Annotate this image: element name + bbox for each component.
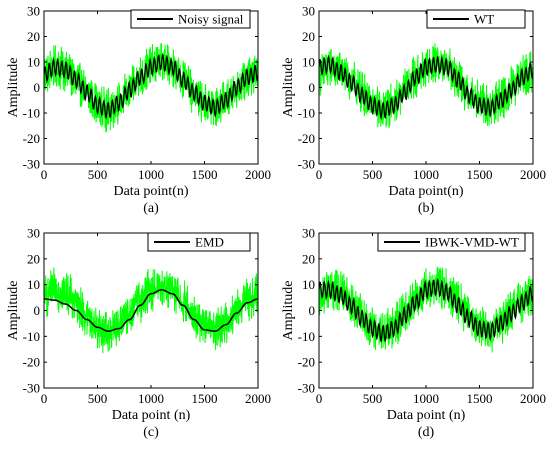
- y-tick-label: 30: [302, 4, 315, 19]
- x-tick-label: 1500: [192, 167, 218, 182]
- y-tick-label: -10: [23, 106, 40, 121]
- panel-caption: (b): [418, 201, 435, 216]
- x-tick-label: 1500: [192, 391, 218, 406]
- y-tick-label: -10: [298, 329, 315, 344]
- y-tick-label: 30: [27, 4, 40, 19]
- y-tick-label: 20: [302, 251, 315, 266]
- x-tick-label: 1500: [467, 391, 493, 406]
- x-tick-label: 0: [316, 391, 323, 406]
- y-tick-label: -30: [23, 157, 40, 172]
- y-tick-label: -30: [298, 157, 315, 172]
- plot-area: [319, 266, 533, 353]
- y-tick-label: 0: [34, 80, 41, 95]
- plot-area: [44, 267, 258, 354]
- legend-label: WT: [474, 12, 494, 27]
- y-tick-label: 10: [27, 277, 40, 292]
- x-tick-label: 0: [41, 391, 48, 406]
- x-tick-label: 500: [363, 167, 383, 182]
- y-tick-label: 0: [309, 80, 316, 95]
- plot-area: [319, 43, 533, 129]
- legend: IBWK-VMD-WT: [377, 232, 526, 252]
- y-tick-label: 0: [34, 303, 41, 318]
- x-tick-label: 0: [41, 167, 48, 182]
- y-tick-label: -20: [23, 355, 40, 370]
- legend-label: Noisy signal: [178, 12, 244, 27]
- denoised-signal-line: [319, 278, 533, 344]
- y-tick-label: -10: [298, 106, 315, 121]
- y-axis-label: Amplitude: [6, 58, 21, 118]
- y-axis-label: Amplitude: [281, 281, 296, 341]
- denoised-signal-line: [319, 54, 533, 120]
- denoised-signal-line: [44, 52, 258, 120]
- x-tick-label: 1500: [467, 167, 493, 182]
- legend-box: [130, 9, 251, 29]
- panel-caption: (c): [143, 425, 159, 440]
- x-axis-label: Data point (n): [387, 408, 466, 423]
- x-axis-label: Data point (n): [112, 408, 191, 423]
- y-tick-label: 20: [27, 251, 40, 266]
- y-tick-label: -20: [298, 131, 315, 146]
- y-tick-label: -20: [23, 131, 40, 146]
- chart-panel: -30 -20 -10 0 10 20 30 0 500 1000 1500 2000 Data poi…: [6, 226, 271, 441]
- x-tick-label: 1000: [413, 391, 439, 406]
- legend: WT: [426, 9, 526, 29]
- legend-box: [147, 232, 251, 252]
- y-tick-label: -30: [298, 381, 315, 396]
- y-tick-label: 30: [27, 226, 40, 241]
- x-axis-label: Data point(n): [113, 184, 188, 199]
- y-tick-label: 10: [27, 55, 40, 70]
- x-tick-label: 2000: [245, 391, 271, 406]
- legend-box: [377, 232, 526, 252]
- x-tick-label: 500: [88, 167, 108, 182]
- x-tick-label: 1000: [138, 391, 164, 406]
- x-tick-label: 500: [88, 391, 108, 406]
- y-tick-label: 20: [302, 29, 315, 44]
- panel-caption: (a): [143, 201, 159, 216]
- y-tick-label: 10: [302, 277, 315, 292]
- legend-box: [426, 9, 526, 29]
- y-tick-label: 0: [309, 303, 316, 318]
- y-tick-label: 30: [302, 226, 315, 241]
- noisy-signal-line: [319, 266, 533, 353]
- x-tick-label: 1000: [138, 167, 164, 182]
- x-tick-label: 500: [363, 391, 383, 406]
- panel-caption: (d): [418, 425, 435, 440]
- legend-label: IBWK-VMD-WT: [425, 235, 519, 250]
- x-tick-label: 1000: [413, 167, 439, 182]
- legend-label: EMD: [195, 235, 224, 250]
- y-tick-label: -30: [23, 381, 40, 396]
- y-axis-label: Amplitude: [6, 281, 21, 341]
- noisy-signal-line: [44, 267, 258, 354]
- legend: Noisy signal: [130, 9, 251, 29]
- y-tick-label: 10: [302, 55, 315, 70]
- denoised-signal-line: [44, 289, 258, 332]
- x-axis-label: Data point(n): [388, 184, 463, 199]
- x-tick-label: 2000: [520, 391, 546, 406]
- plot-area: [44, 43, 258, 133]
- y-tick-label: -20: [298, 355, 315, 370]
- y-axis-label: Amplitude: [281, 58, 296, 118]
- y-tick-label: 20: [27, 29, 40, 44]
- chart-panel: -30 -20 -10 0 10 20 30 0 500 1000 1500 2000 Data poi…: [6, 4, 271, 217]
- x-tick-label: 2000: [245, 167, 271, 182]
- legend: EMD: [147, 232, 251, 252]
- x-tick-label: 0: [316, 167, 323, 182]
- y-tick-label: -10: [23, 329, 40, 344]
- chart-panel: -30 -20 -10 0 10 20 30 0 500 1000 1500 2000 Data poi…: [281, 226, 546, 441]
- x-tick-label: 2000: [520, 167, 546, 182]
- chart-panel: -30 -20 -10 0 10 20 30 0 500 1000 1500 2000 Data poi…: [281, 4, 546, 217]
